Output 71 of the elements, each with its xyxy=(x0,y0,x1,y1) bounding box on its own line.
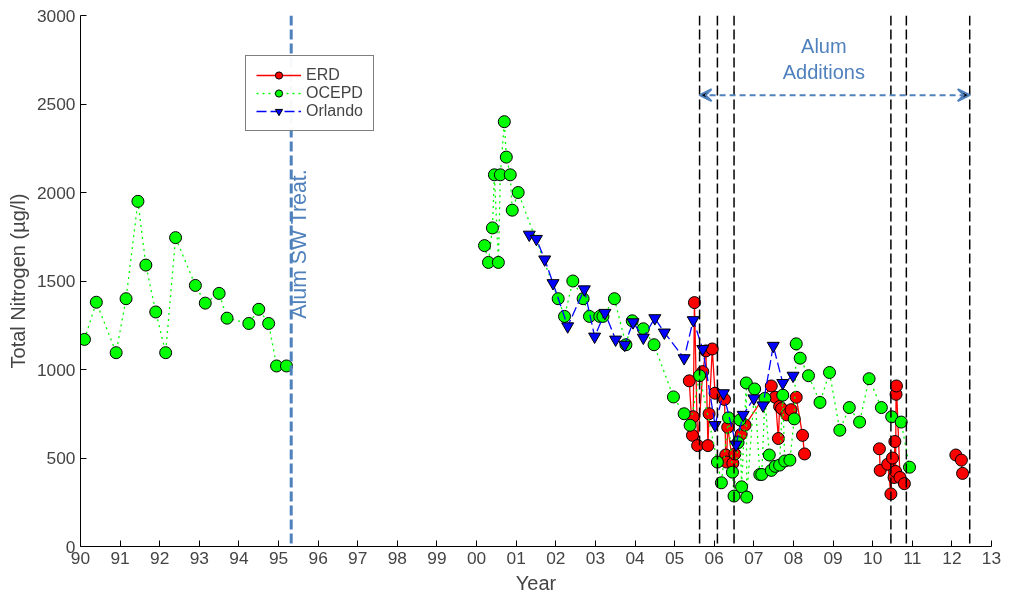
point xyxy=(648,314,662,326)
x-tick-label: 95 xyxy=(268,547,289,568)
point xyxy=(954,453,968,467)
point xyxy=(657,328,671,340)
y-tick-label: 2000 xyxy=(36,182,76,203)
x-tick-label: 02 xyxy=(546,547,566,568)
point xyxy=(716,389,730,401)
annotation: Alum Additions xyxy=(782,35,865,84)
point xyxy=(687,296,701,310)
point xyxy=(786,371,800,384)
legend-label: OCEPD xyxy=(306,84,363,102)
point xyxy=(577,285,591,297)
point xyxy=(796,428,810,442)
point xyxy=(529,234,543,247)
x-axis-title: Year xyxy=(515,571,557,594)
x-tick-label: 10 xyxy=(863,547,883,568)
point xyxy=(609,335,623,348)
point xyxy=(764,379,778,393)
point xyxy=(588,332,602,345)
point xyxy=(708,421,722,433)
y-tick-label: 2500 xyxy=(36,94,76,114)
point xyxy=(771,432,785,446)
x-tick-label: 08 xyxy=(783,547,804,568)
x-tick-label: 07 xyxy=(744,547,764,568)
x-tick-label: 97 xyxy=(348,547,368,568)
x-tick-label: 06 xyxy=(704,547,724,568)
x-tick-label: 12 xyxy=(942,547,962,568)
point xyxy=(561,322,575,334)
point xyxy=(682,374,696,388)
x-tick-label: 04 xyxy=(625,547,646,568)
x-tick-label: 93 xyxy=(189,547,209,568)
point xyxy=(546,279,560,291)
point xyxy=(872,442,886,456)
point xyxy=(686,316,700,328)
point xyxy=(538,255,552,267)
x-tick-label: 11 xyxy=(903,547,922,568)
x-tick-label: 09 xyxy=(823,547,843,568)
y-tick-label: 1500 xyxy=(36,271,76,291)
point xyxy=(701,439,715,453)
x-tick-label: 00 xyxy=(466,547,487,568)
point xyxy=(702,407,716,421)
y-tick-label: 1000 xyxy=(36,359,76,380)
point xyxy=(766,341,780,354)
point xyxy=(897,477,911,491)
point xyxy=(736,410,750,423)
point xyxy=(636,333,650,346)
point xyxy=(677,354,691,366)
point xyxy=(626,318,640,330)
point xyxy=(522,230,536,243)
x-tick-label: 03 xyxy=(585,547,606,568)
x-tick-label: 98 xyxy=(387,547,408,568)
point xyxy=(705,342,719,356)
x-tick-label: 13 xyxy=(981,547,1002,568)
legend-label: Orlando xyxy=(306,102,363,120)
y-tick-label: 3000 xyxy=(36,5,76,26)
y-axis-title: Total Nitrogen (µg/l) xyxy=(6,193,29,369)
x-tick-label: 96 xyxy=(308,547,328,568)
point xyxy=(747,394,761,406)
x-tick-label: 05 xyxy=(664,547,685,568)
point xyxy=(798,447,812,461)
point xyxy=(756,401,770,413)
y-tick-label: 500 xyxy=(46,448,76,468)
legend-label: ERD xyxy=(306,66,340,84)
x-tick-label: 99 xyxy=(427,547,447,568)
point xyxy=(956,466,970,480)
point xyxy=(789,390,803,404)
x-tick-label: 92 xyxy=(150,547,170,568)
point xyxy=(776,378,790,391)
x-tick-label: 94 xyxy=(229,547,249,568)
x-tick-label: 01 xyxy=(506,547,526,568)
x-tick-label: 91 xyxy=(110,547,130,568)
